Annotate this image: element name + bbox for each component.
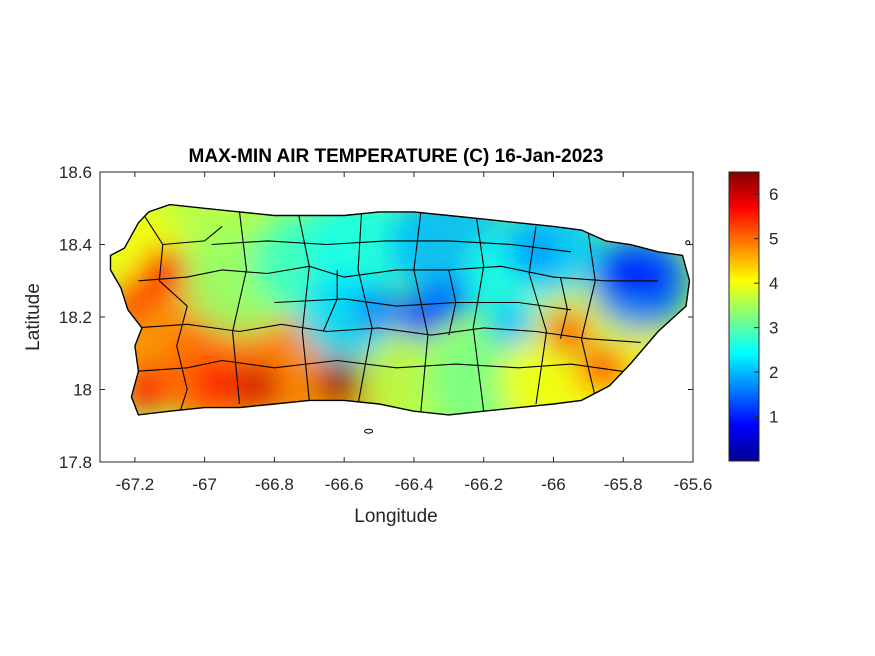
coldspot-6	[489, 302, 534, 347]
coldspot-1	[426, 276, 471, 321]
municipality-boundary-15	[448, 269, 457, 336]
x-tick-label-5: -66.2	[464, 475, 503, 494]
municipality-boundary-4	[298, 215, 310, 401]
y-axis-label: Latitude	[23, 283, 44, 351]
colorbar-tick-label-5: 6	[769, 185, 778, 204]
municipality-boundary-1	[138, 265, 659, 282]
y-tick-label-4: 18.6	[59, 163, 92, 182]
municipality-boundaries	[134, 211, 659, 412]
colorbar-tick-label-3: 4	[769, 274, 778, 293]
municipality-boundary-16	[559, 276, 568, 339]
hotspot-4	[545, 309, 590, 354]
y-tick-label-0: 17.8	[59, 453, 92, 472]
islet-northeast	[685, 240, 691, 246]
x-axis-label: Longitude	[354, 506, 437, 527]
x-tick-label-2: -66.8	[255, 475, 294, 494]
hotspot-7	[193, 360, 238, 405]
municipality-boundary-11	[211, 240, 571, 253]
colorbar-tick-label-0: 1	[769, 408, 778, 427]
municipality-boundary-9	[580, 233, 596, 397]
x-tick-label-8: -65.6	[674, 475, 713, 494]
temperature-map	[109, 203, 691, 434]
colorbar-ticks: 1 2 3 4 5 6	[754, 185, 778, 427]
y-tick-label-1: 18	[73, 381, 92, 400]
hotspot-0	[318, 360, 363, 405]
colorbar-tick-label-1: 2	[769, 363, 778, 382]
municipality-boundary-5	[357, 211, 373, 405]
municipality-boundary-13	[162, 225, 223, 246]
x-tick-label-6: -66	[541, 475, 566, 494]
hotspot-2	[140, 247, 185, 292]
municipality-boundary-2	[134, 323, 641, 343]
colorbar-tick-label-4: 5	[769, 230, 778, 249]
chart-title: MAX-MIN AIR TEMPERATURE (C) 16-Jan-2023	[189, 146, 604, 167]
municipality-boundary-3	[232, 211, 248, 405]
islet-caja-de-muertos	[364, 428, 374, 434]
x-tick-label-4: -66.4	[395, 475, 434, 494]
coldspot-4	[357, 287, 402, 332]
y-axis-ticks: 17.8 18 18.2 18.4 18.6	[59, 163, 693, 472]
x-tick-label-7: -65.8	[604, 475, 643, 494]
coldspot-5	[514, 229, 559, 274]
y-tick-label-3: 18.4	[59, 236, 92, 255]
colorbar-tick-label-2: 3	[769, 319, 778, 338]
x-axis-ticks: -67.2 -67 -66.8 -66.6 -66.4 -66.2 -66 -65.8 -65.…	[116, 172, 713, 494]
y-tick-label-2: 18.2	[59, 308, 92, 327]
municipality-boundary-8	[528, 226, 548, 405]
coldspot-3	[629, 255, 674, 300]
x-tick-label-0: -67.2	[116, 475, 155, 494]
hotspot-1	[234, 363, 279, 408]
municipality-boundary-14	[322, 269, 338, 332]
coastline	[109, 203, 691, 416]
x-tick-label-1: -67	[192, 475, 217, 494]
x-tick-label-3: -66.6	[325, 475, 364, 494]
colorbar	[728, 171, 760, 462]
municipality-boundary-10	[134, 359, 624, 372]
municipality-boundary-12	[274, 298, 571, 311]
